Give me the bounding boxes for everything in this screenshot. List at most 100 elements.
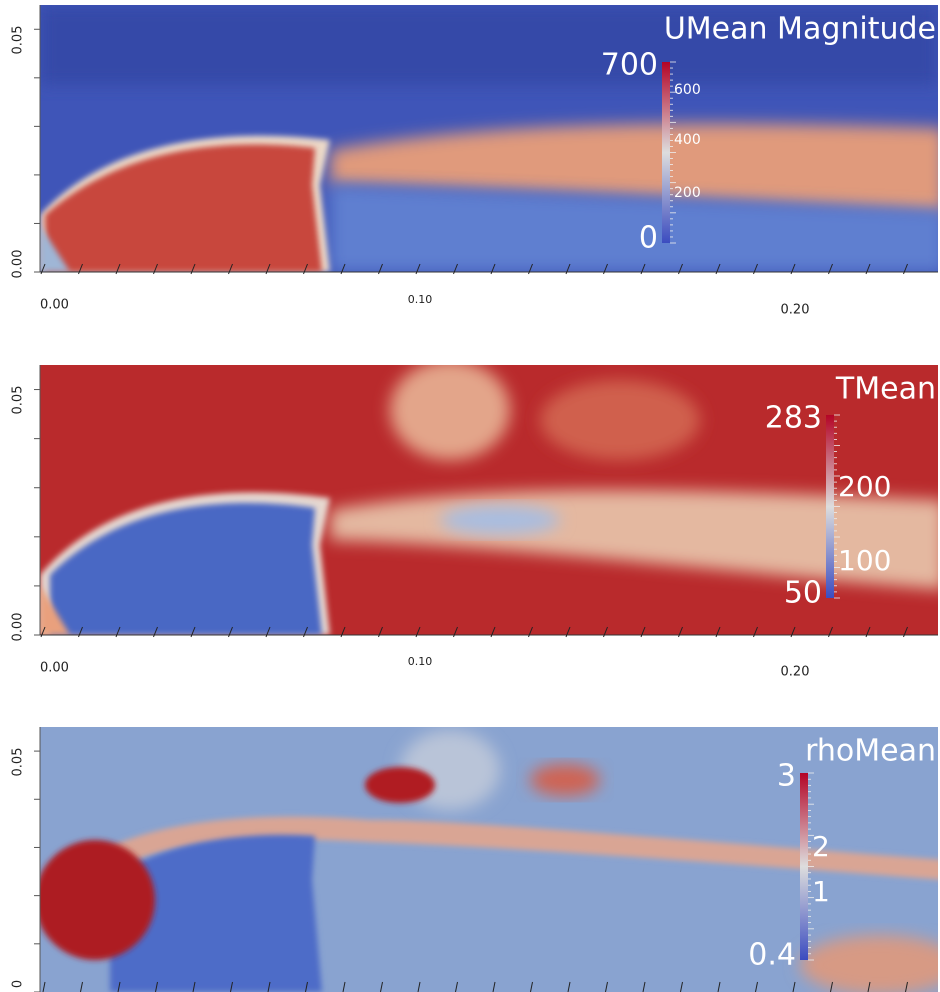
- y-axis-label: 0: [11, 980, 26, 988]
- x-tick: [78, 626, 83, 638]
- x-tick: [528, 626, 533, 638]
- x-tick: [228, 626, 233, 638]
- x-tick: [115, 626, 121, 638]
- colorbar-tick-label: 400: [674, 132, 701, 148]
- x-tick: [490, 626, 496, 638]
- x-tick: [867, 981, 871, 992]
- x-tick: [230, 981, 233, 992]
- x-tick: [305, 981, 308, 992]
- x-tick: [640, 626, 646, 638]
- x-tick: [415, 263, 421, 275]
- colorbar-title: TMean: [835, 372, 936, 407]
- x-tick: [755, 981, 758, 992]
- colorbar-title: rhoMean: [805, 734, 936, 769]
- x-tick: [567, 981, 571, 992]
- y-axis-label: 0.05: [11, 386, 26, 415]
- x-tick: [492, 981, 496, 992]
- colorbar-max: 3: [777, 759, 796, 794]
- x-axis-label: 0.10: [408, 293, 433, 306]
- x-tick: [565, 263, 571, 275]
- x-tick: [303, 263, 308, 275]
- x-tick: [828, 626, 833, 638]
- x-tick: [753, 263, 758, 275]
- x-tick: [415, 626, 421, 638]
- x-axis-label: 0.10: [408, 655, 433, 668]
- y-axis-label: 0.00: [11, 613, 26, 642]
- x-tick: [753, 626, 758, 638]
- x-tick: [40, 626, 46, 638]
- x-axis-label: 0.20: [781, 303, 810, 318]
- x-tick: [792, 981, 796, 992]
- x-tick: [865, 626, 871, 638]
- x-tick: [865, 263, 871, 275]
- field-rhomean: [40, 727, 938, 992]
- colorbar-tick-label: 600: [674, 82, 701, 98]
- x-tick: [642, 981, 646, 992]
- x-axis-label: 0.00: [40, 661, 69, 676]
- x-tick: [378, 626, 383, 638]
- x-tick: [828, 263, 833, 275]
- x-tick: [153, 263, 158, 275]
- colorbar-max: 700: [601, 48, 658, 83]
- x-tick: [340, 626, 346, 638]
- x-tick: [342, 981, 346, 992]
- y-axis-label: 0.05: [11, 26, 26, 55]
- x-tick: [678, 626, 683, 638]
- colorbar: [662, 62, 670, 243]
- x-tick: [717, 981, 721, 992]
- x-tick: [903, 263, 908, 275]
- x-tick: [640, 263, 646, 275]
- x-tick: [303, 626, 308, 638]
- x-tick: [265, 263, 271, 275]
- x-tick: [40, 263, 46, 275]
- x-tick: [265, 626, 271, 638]
- x-tick: [453, 626, 458, 638]
- x-tick: [565, 626, 571, 638]
- colorbar-min: 50: [784, 576, 822, 611]
- x-tick: [678, 263, 683, 275]
- x-tick: [455, 981, 458, 992]
- x-tick: [790, 626, 796, 638]
- x-tick: [830, 981, 833, 992]
- x-tick: [603, 263, 608, 275]
- x-tick: [228, 263, 233, 275]
- x-tick: [715, 263, 721, 275]
- x-tick: [680, 981, 683, 992]
- x-tick: [115, 263, 121, 275]
- x-tick: [903, 626, 908, 638]
- x-tick: [905, 981, 908, 992]
- x-tick: [790, 263, 796, 275]
- x-tick: [192, 981, 196, 992]
- x-tick: [378, 263, 383, 275]
- x-tick: [153, 626, 158, 638]
- x-tick: [267, 981, 271, 992]
- colorbar-tick-label: 2: [812, 830, 830, 863]
- x-tick: [42, 981, 46, 992]
- colorbar-min: 0: [639, 221, 658, 256]
- colorbar-max: 283: [765, 401, 822, 436]
- colorbar: [826, 415, 834, 598]
- colorbar-tick-label: 100: [838, 544, 891, 577]
- x-tick: [417, 981, 421, 992]
- x-axis-label: 0.00: [40, 298, 69, 313]
- x-tick: [155, 981, 158, 992]
- x-tick: [190, 263, 196, 275]
- x-tick: [490, 263, 496, 275]
- x-tick: [80, 981, 83, 992]
- x-tick: [453, 263, 458, 275]
- x-tick: [605, 981, 608, 992]
- colorbar-title: UMean Magnitude: [664, 12, 936, 47]
- x-tick: [603, 626, 608, 638]
- x-tick: [380, 981, 383, 992]
- x-tick: [190, 626, 196, 638]
- y-axis-label: 0.05: [11, 748, 26, 777]
- field-umean: [40, 5, 938, 272]
- colorbar-tick-label: 200: [674, 185, 701, 201]
- x-tick: [715, 626, 721, 638]
- x-tick: [340, 263, 346, 275]
- y-axis-label: 0.00: [11, 250, 26, 279]
- colorbar-min: 0.4: [748, 938, 796, 973]
- colorbar-tick-label: 1: [812, 875, 830, 908]
